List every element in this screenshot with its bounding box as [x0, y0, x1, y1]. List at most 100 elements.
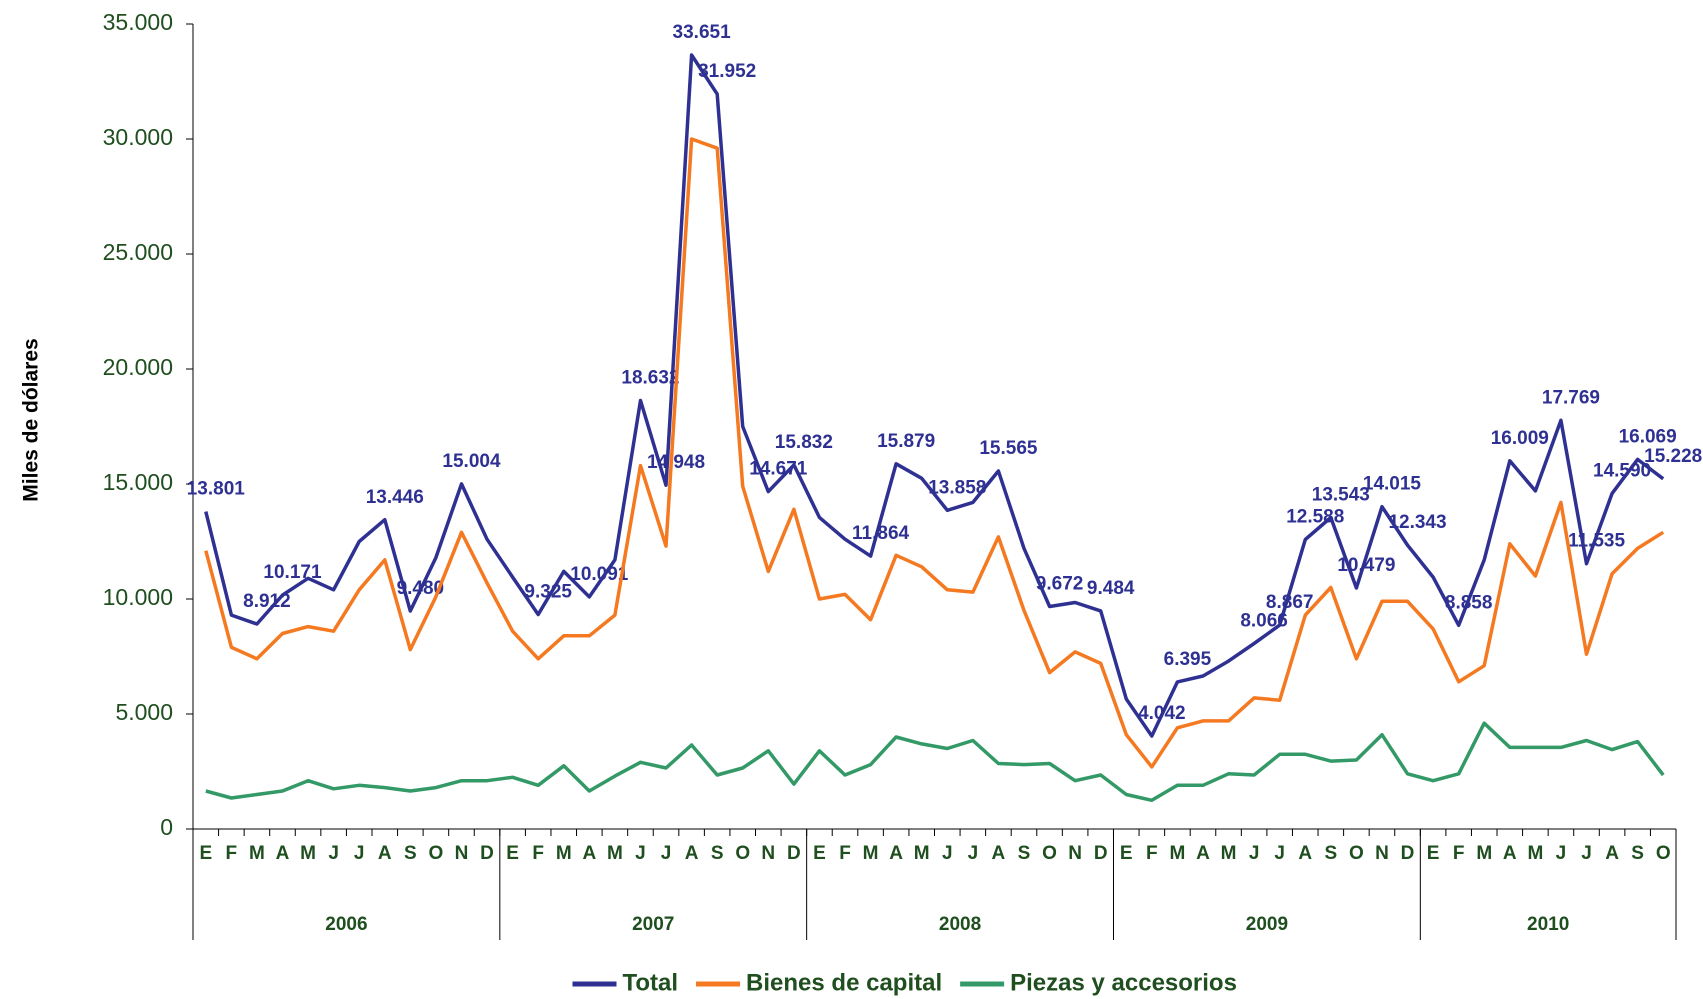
x-tick-label: M — [556, 843, 572, 864]
data-label: 15.565 — [979, 438, 1038, 459]
x-tick-label: F — [532, 843, 544, 864]
data-label: 12.343 — [1388, 512, 1446, 533]
x-tick-label: O — [1042, 843, 1057, 864]
series-line — [204, 137, 1665, 769]
x-tick-label: O — [1349, 843, 1364, 864]
y-tick-label: 30.000 — [103, 124, 173, 150]
x-tick-label: A — [582, 843, 596, 864]
x-tick-label: J — [328, 843, 339, 864]
x-tick-label: O — [429, 843, 444, 864]
data-label: 33.651 — [673, 22, 732, 43]
x-tick-label: M — [300, 843, 316, 864]
x-tick-label: N — [761, 843, 775, 864]
data-label: 9.325 — [524, 582, 572, 603]
x-tick-label: F — [226, 843, 238, 864]
x-tick-label: N — [1068, 843, 1082, 864]
y-tick-label: 20.000 — [103, 354, 173, 380]
x-tick-label: J — [661, 843, 672, 864]
legend-label: Bienes de capital — [746, 969, 942, 996]
y-tick-label: 15.000 — [103, 469, 173, 495]
x-tick-label: J — [968, 843, 979, 864]
data-label: 18.632 — [621, 367, 679, 388]
x-tick-label: A — [1503, 843, 1517, 864]
data-label: 15.879 — [877, 431, 935, 452]
data-label: 9.480 — [397, 578, 445, 599]
x-group-label: 2010 — [1527, 914, 1569, 935]
data-label: 14.671 — [749, 459, 808, 480]
data-label: 15.832 — [775, 432, 833, 453]
data-label: 15.228 — [1644, 446, 1702, 467]
data-label: 10.171 — [263, 562, 322, 583]
y-tick-label: 35.000 — [103, 9, 173, 35]
x-tick-label: D — [480, 843, 494, 864]
x-tick-label: F — [1453, 843, 1465, 864]
data-label: 13.801 — [187, 479, 246, 500]
x-tick-label: J — [1274, 843, 1285, 864]
data-label: 14.590 — [1593, 460, 1651, 481]
y-tick-label: 10.000 — [103, 584, 173, 610]
data-label: 31.952 — [698, 61, 756, 82]
data-label: 15.004 — [442, 451, 501, 472]
legend-label: Piezas y accesorios — [1010, 969, 1237, 996]
data-label: 8.858 — [1445, 592, 1493, 613]
data-label: 16.069 — [1619, 426, 1677, 447]
data-label: 13.858 — [928, 477, 986, 498]
x-tick-label: E — [1427, 843, 1440, 864]
data-label: 10.479 — [1337, 555, 1395, 576]
x-tick-label: J — [942, 843, 953, 864]
x-tick-label: A — [1196, 843, 1210, 864]
x-tick-label: S — [1018, 843, 1031, 864]
x-tick-label: O — [735, 843, 750, 864]
data-label: 13.543 — [1312, 485, 1370, 506]
data-label: 8.867 — [1266, 592, 1314, 613]
legend-label: Total — [623, 969, 679, 996]
data-label: 10.091 — [570, 564, 629, 585]
data-label: 14.948 — [647, 452, 705, 473]
data-label: 4.042 — [1138, 703, 1186, 724]
data-label: 11.864 — [852, 523, 909, 544]
x-tick-label: S — [404, 843, 417, 864]
x-tick-label: M — [607, 843, 623, 864]
data-label: 14.015 — [1363, 474, 1422, 495]
x-tick-label: A — [1298, 843, 1312, 864]
x-tick-label: E — [813, 843, 826, 864]
x-tick-label: S — [711, 843, 724, 864]
x-tick-label: A — [276, 843, 290, 864]
x-tick-label: E — [506, 843, 519, 864]
x-tick-label: M — [249, 843, 265, 864]
x-tick-label: O — [1656, 843, 1671, 864]
x-group-label: 2008 — [939, 914, 981, 935]
y-tick-label: 5.000 — [115, 699, 173, 725]
x-group-label: 2009 — [1246, 914, 1288, 935]
x-tick-label: D — [1401, 843, 1415, 864]
x-tick-label: M — [1476, 843, 1492, 864]
x-tick-label: M — [914, 843, 930, 864]
x-group-label: 2007 — [632, 914, 674, 935]
x-tick-label: M — [1169, 843, 1185, 864]
x-tick-label: F — [1146, 843, 1158, 864]
x-group-label: 2006 — [325, 914, 367, 935]
data-label: 6.395 — [1164, 649, 1212, 670]
data-label: 16.009 — [1491, 428, 1549, 449]
data-label: 11.535 — [1568, 531, 1625, 552]
data-label: 8.066 — [1240, 610, 1288, 631]
y-tick-label: 25.000 — [103, 239, 173, 265]
x-tick-label: M — [863, 843, 879, 864]
data-label: 9.484 — [1087, 578, 1135, 599]
x-tick-label: E — [1120, 843, 1133, 864]
x-tick-label: J — [354, 843, 365, 864]
data-label: 17.769 — [1542, 387, 1600, 408]
data-label: 8.912 — [243, 591, 291, 612]
x-tick-label: A — [378, 843, 392, 864]
series-line — [205, 721, 1665, 803]
x-tick-label: N — [1375, 843, 1389, 864]
x-tick-label: M — [1527, 843, 1543, 864]
y-tick-label: 0 — [160, 814, 173, 840]
x-tick-label: A — [992, 843, 1006, 864]
x-tick-label: N — [455, 843, 469, 864]
x-tick-label: E — [199, 843, 212, 864]
x-tick-label: S — [1631, 843, 1644, 864]
x-tick-label: M — [1221, 843, 1237, 864]
x-tick-label: A — [1605, 843, 1619, 864]
